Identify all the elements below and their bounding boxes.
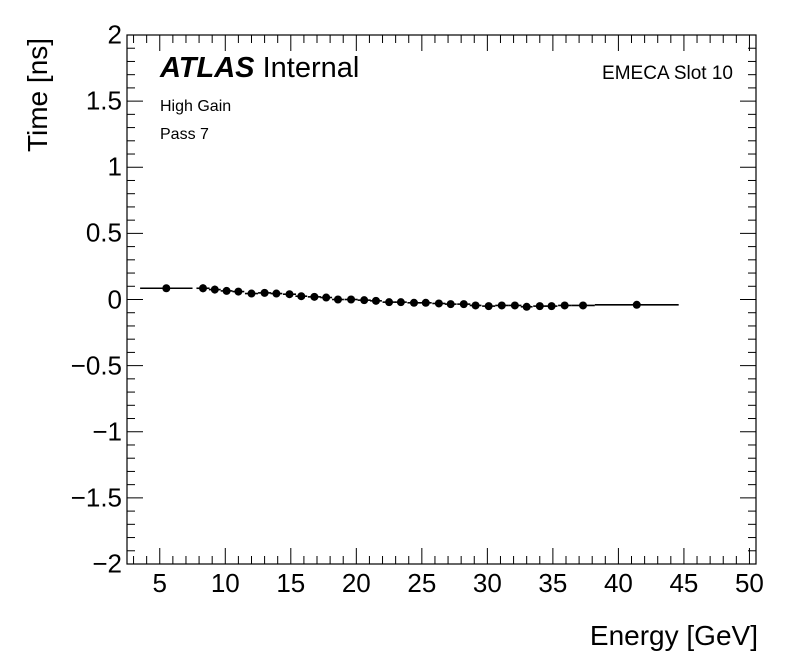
y-tick-label: −1.5 bbox=[70, 482, 122, 513]
data-point bbox=[457, 300, 471, 309]
data-point bbox=[495, 301, 509, 310]
marker bbox=[547, 302, 556, 311]
marker bbox=[371, 296, 380, 305]
marker bbox=[247, 289, 256, 298]
marker bbox=[347, 295, 356, 304]
data-point bbox=[244, 289, 259, 298]
data-point bbox=[140, 284, 193, 293]
marker bbox=[162, 284, 171, 293]
slot-label: EMECA Slot 10 bbox=[602, 63, 733, 84]
data-point bbox=[270, 289, 283, 298]
marker bbox=[434, 299, 443, 308]
x-tick-label: 25 bbox=[407, 568, 437, 598]
data-point bbox=[332, 295, 344, 304]
marker bbox=[360, 296, 369, 305]
marker bbox=[210, 285, 219, 294]
y-tick-label: 0.5 bbox=[85, 217, 122, 248]
data-point bbox=[382, 298, 396, 307]
data-point bbox=[357, 296, 371, 305]
y-axis-title: Time [ns] bbox=[22, 37, 53, 153]
data-point bbox=[208, 285, 221, 294]
data-point bbox=[394, 298, 407, 307]
data-point bbox=[407, 298, 421, 307]
marker bbox=[272, 289, 281, 298]
x-tick-label: 40 bbox=[603, 568, 633, 598]
marker bbox=[471, 301, 480, 310]
marker bbox=[484, 302, 493, 311]
data-point bbox=[196, 284, 210, 293]
marker bbox=[285, 290, 294, 299]
x-tick-label: 15 bbox=[276, 568, 306, 598]
y-tick-label: −2 bbox=[92, 548, 122, 579]
data-point bbox=[571, 301, 595, 310]
data-point bbox=[508, 301, 522, 310]
y-tick-label: 1.5 bbox=[85, 85, 122, 116]
atlas-label: ATLAS Internal bbox=[160, 52, 359, 85]
data-point bbox=[469, 301, 482, 310]
x-tick-label: 30 bbox=[472, 568, 502, 598]
marker bbox=[222, 286, 231, 295]
data-point bbox=[320, 293, 333, 302]
data-point bbox=[370, 296, 382, 305]
data-point bbox=[545, 302, 558, 311]
x-axis-title: Energy [GeV] bbox=[589, 620, 758, 651]
x-tick-label: 20 bbox=[341, 568, 371, 598]
marker bbox=[396, 298, 405, 307]
data-point bbox=[258, 288, 272, 297]
x-tick-label: 45 bbox=[669, 568, 699, 598]
x-tick-label: 10 bbox=[210, 568, 240, 598]
marker bbox=[385, 298, 394, 307]
data-point bbox=[419, 298, 432, 307]
data-point bbox=[444, 300, 457, 309]
data-point bbox=[220, 286, 233, 295]
marker bbox=[579, 301, 588, 310]
data-point bbox=[520, 302, 533, 311]
pass-label: Pass 7 bbox=[160, 126, 209, 143]
marker bbox=[310, 292, 319, 301]
data-point bbox=[282, 290, 297, 299]
data-point bbox=[594, 300, 679, 309]
y-tick-label: 0 bbox=[107, 284, 122, 314]
marker bbox=[459, 300, 468, 309]
marker bbox=[297, 292, 306, 301]
data-point bbox=[558, 301, 572, 310]
y-tick-label: −1 bbox=[92, 416, 122, 447]
gain-label: High Gain bbox=[160, 98, 232, 115]
marker bbox=[199, 284, 208, 293]
marker bbox=[522, 302, 531, 311]
marker bbox=[535, 302, 544, 311]
data-point bbox=[344, 295, 358, 304]
marker bbox=[421, 298, 430, 307]
x-tick-label: 5 bbox=[152, 568, 167, 598]
marker bbox=[333, 295, 342, 304]
x-tick-label: 50 bbox=[734, 568, 764, 598]
marker bbox=[560, 301, 569, 310]
data-point bbox=[533, 302, 547, 311]
y-tick-label: 2 bbox=[107, 19, 122, 50]
y-tick-label: −0.5 bbox=[70, 350, 122, 381]
marker bbox=[260, 288, 269, 297]
marker bbox=[510, 301, 519, 310]
data-point bbox=[295, 292, 308, 301]
data-point bbox=[232, 287, 245, 296]
atlas-logo-text: ATLAS bbox=[160, 52, 255, 84]
marker bbox=[409, 298, 418, 307]
marker bbox=[234, 287, 243, 296]
plot-frame bbox=[126, 34, 757, 565]
x-tick-label: 35 bbox=[538, 568, 568, 598]
marker bbox=[497, 301, 506, 310]
marker bbox=[446, 300, 455, 309]
data-point bbox=[307, 292, 321, 301]
y-tick-label: 1 bbox=[107, 151, 122, 182]
marker bbox=[632, 300, 641, 309]
data-point bbox=[482, 302, 496, 311]
data-point bbox=[432, 299, 446, 308]
marker bbox=[322, 293, 331, 302]
data-series bbox=[140, 284, 679, 311]
internal-text: Internal bbox=[262, 52, 360, 84]
